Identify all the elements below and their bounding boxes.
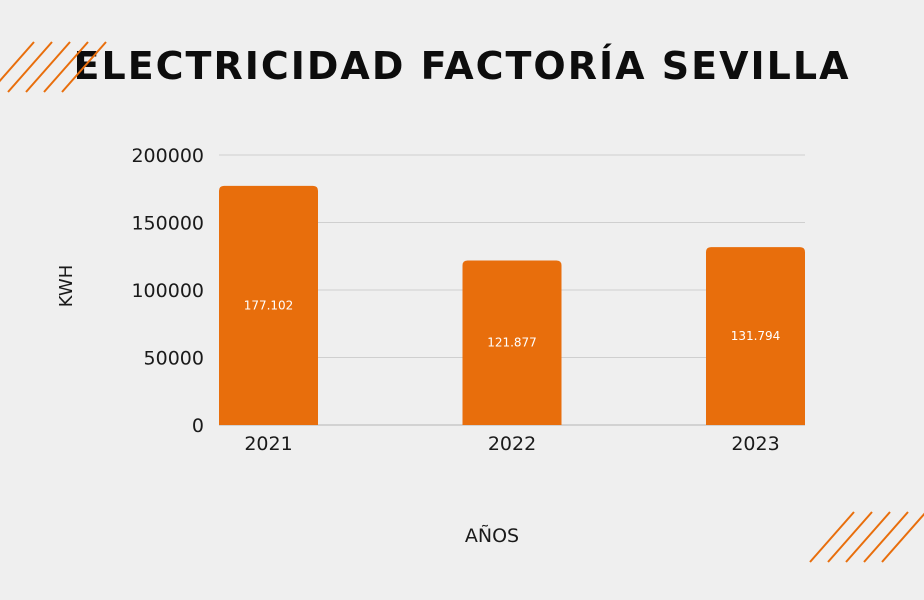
bar-data-labels: 177.102 121.877 131.794 — [244, 298, 781, 349]
y-tick-label: 50000 — [144, 348, 204, 370]
decorative-stripes-bottom-right — [809, 511, 924, 563]
y-tick-label: 150000 — [131, 213, 204, 235]
x-tick-label: 2021 — [244, 433, 292, 455]
bar — [219, 185, 318, 425]
x-axis-ticks: 2021 2022 2023 — [244, 433, 779, 455]
y-axis-label: KWH — [56, 265, 77, 308]
x-tick-label: 2023 — [731, 433, 779, 455]
y-axis-ticks: 0 50000 100000 150000 200000 — [131, 145, 204, 437]
decorative-stripes-top-left — [0, 41, 107, 93]
bar — [706, 247, 805, 425]
bar-data-label: 177.102 — [244, 298, 294, 312]
x-tick-label: 2022 — [488, 433, 536, 455]
y-tick-label: 0 — [192, 415, 204, 437]
y-tick-label: 100000 — [131, 280, 204, 302]
y-tick-label: 200000 — [131, 145, 204, 167]
bars — [219, 185, 805, 425]
bar-data-label: 121.877 — [487, 336, 537, 350]
chart-title: ELECTRICIDAD FACTORÍA SEVILLA — [73, 44, 851, 88]
bar — [462, 260, 562, 425]
x-axis-label: AÑOS — [465, 524, 519, 547]
bar-data-label: 131.794 — [731, 329, 781, 343]
